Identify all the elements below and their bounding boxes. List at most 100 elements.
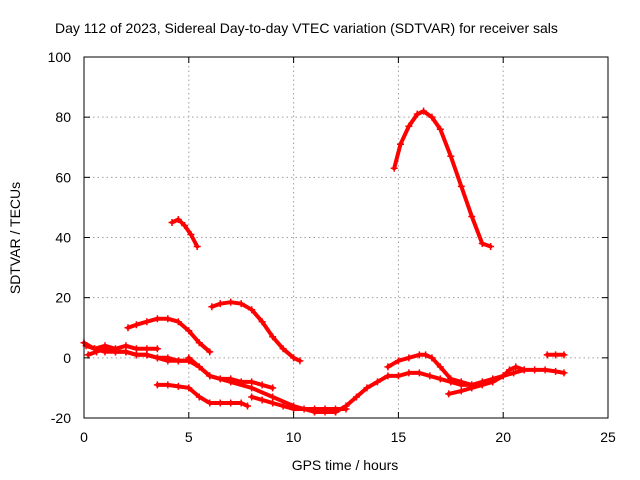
data-point <box>505 366 513 374</box>
data-point <box>552 351 560 359</box>
data-point <box>363 384 371 392</box>
data-point <box>447 152 455 160</box>
data-point <box>489 378 497 386</box>
data-point <box>560 369 568 377</box>
data-point <box>552 367 560 375</box>
data-point <box>290 405 298 413</box>
data-point <box>342 402 350 410</box>
data-point <box>143 345 151 353</box>
data-point <box>269 399 277 407</box>
data-point <box>541 366 549 374</box>
data-point <box>237 378 245 386</box>
y-tick-label: 100 <box>48 49 72 65</box>
data-point <box>560 351 568 359</box>
series-line-arc-12 <box>385 352 474 387</box>
data-point <box>185 384 193 392</box>
data-point <box>396 140 404 148</box>
data-point <box>269 333 277 341</box>
x-tick-label: 15 <box>391 429 407 445</box>
series-line-arc-11 <box>312 367 566 414</box>
data-point <box>101 345 109 353</box>
data-point <box>84 351 92 359</box>
data-point <box>405 369 413 377</box>
data-point <box>415 369 423 377</box>
data-point <box>321 408 329 416</box>
data-point <box>520 366 528 374</box>
data-point <box>248 384 256 392</box>
data-point <box>413 110 421 118</box>
data-point <box>394 357 402 365</box>
data-point <box>174 357 182 365</box>
y-tick-label: -20 <box>51 410 71 426</box>
data-point <box>415 351 423 359</box>
data-point <box>512 363 520 371</box>
data-point <box>181 221 189 229</box>
data-point <box>164 315 172 323</box>
data-point <box>132 345 140 353</box>
series-line-arc-8 <box>155 382 250 408</box>
x-tick-label: 20 <box>495 429 511 445</box>
data-point <box>174 318 182 326</box>
data-point <box>543 351 551 359</box>
data-point <box>436 125 444 133</box>
data-point <box>248 393 256 401</box>
y-tick-label: 60 <box>55 169 71 185</box>
data-point <box>428 354 436 362</box>
data-point <box>445 390 453 398</box>
data-point <box>248 306 256 314</box>
data-point <box>468 384 476 392</box>
data-point <box>143 351 151 359</box>
data-point <box>332 408 340 416</box>
data-point <box>390 164 398 172</box>
series-layer <box>80 107 568 416</box>
data-point <box>384 372 392 380</box>
data-point <box>122 348 130 356</box>
data-point <box>153 315 161 323</box>
data-point <box>206 399 214 407</box>
data-point <box>216 375 224 383</box>
y-tick-label: 0 <box>63 350 71 366</box>
data-point <box>237 399 245 407</box>
x-tick-label: 0 <box>80 429 88 445</box>
data-point <box>187 230 195 238</box>
y-tick-label: 20 <box>55 290 71 306</box>
data-point <box>510 369 518 377</box>
data-point <box>478 381 486 389</box>
data-point <box>279 402 287 410</box>
series-line-arc-3 <box>209 300 302 363</box>
data-point <box>279 345 287 353</box>
data-point <box>124 324 132 332</box>
data-point <box>420 107 428 115</box>
data-point <box>499 372 507 380</box>
axes-ticks: 0 5 10 15 20 25 -20 0 20 40 60 80 100 <box>48 49 616 445</box>
chart-title: Day 112 of 2023, Sidereal Day-to-day VTE… <box>55 20 558 36</box>
data-point <box>132 351 140 359</box>
data-point <box>132 321 140 329</box>
data-point <box>531 366 539 374</box>
data-point <box>122 342 130 350</box>
data-point <box>164 357 172 365</box>
data-point <box>373 378 381 386</box>
x-tick-label: 25 <box>600 429 616 445</box>
data-point <box>143 318 151 326</box>
data-point <box>227 399 235 407</box>
data-point <box>290 354 298 362</box>
data-point <box>487 243 495 251</box>
data-point <box>185 354 193 362</box>
data-point <box>384 363 392 371</box>
data-point <box>174 215 182 223</box>
data-point <box>405 354 413 362</box>
data-point <box>248 378 256 386</box>
data-point <box>237 300 245 308</box>
data-point <box>153 354 161 362</box>
data-point <box>258 318 266 326</box>
data-point <box>311 408 319 416</box>
data-point <box>296 357 304 365</box>
data-point <box>457 387 465 395</box>
data-point <box>216 399 224 407</box>
data-point <box>468 212 476 220</box>
y-tick-label: 80 <box>55 109 71 125</box>
data-point <box>195 339 203 347</box>
data-point <box>153 381 161 389</box>
